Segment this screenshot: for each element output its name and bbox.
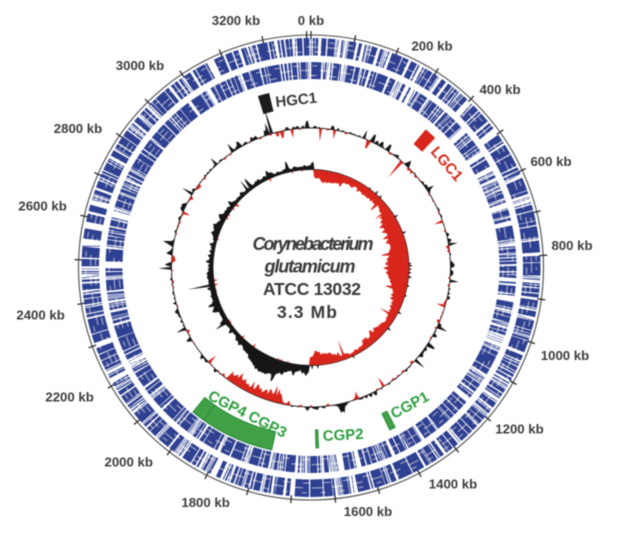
svg-text:Corynebacterium: Corynebacterium: [253, 234, 374, 254]
svg-text:400 kb: 400 kb: [479, 82, 520, 97]
svg-text:600 kb: 600 kb: [530, 154, 571, 169]
svg-text:3200 kb: 3200 kb: [212, 13, 260, 28]
svg-text:0 kb: 0 kb: [298, 13, 324, 28]
svg-text:1000 kb: 1000 kb: [541, 348, 589, 363]
svg-text:3000 kb: 3000 kb: [116, 58, 164, 73]
svg-text:ATCC 13032: ATCC 13032: [263, 279, 361, 299]
svg-text:2000 kb: 2000 kb: [104, 455, 152, 470]
svg-text:CGP2: CGP2: [322, 426, 364, 445]
svg-text:800 kb: 800 kb: [551, 238, 592, 253]
svg-text:2800 kb: 2800 kb: [54, 121, 102, 136]
svg-text:HGC1: HGC1: [275, 90, 318, 111]
svg-text:2600 kb: 2600 kb: [18, 199, 66, 214]
svg-text:1200 kb: 1200 kb: [495, 422, 543, 437]
svg-text:1600 kb: 1600 kb: [344, 504, 392, 519]
svg-text:200 kb: 200 kb: [411, 38, 452, 53]
svg-text:1400 kb: 1400 kb: [429, 477, 477, 492]
svg-text:2200 kb: 2200 kb: [45, 390, 93, 405]
svg-text:2400 kb: 2400 kb: [16, 308, 64, 323]
svg-text:glutamicum: glutamicum: [264, 257, 356, 277]
svg-text:1800 kb: 1800 kb: [181, 495, 229, 510]
svg-text:3.3 Mb: 3.3 Mb: [277, 302, 337, 322]
